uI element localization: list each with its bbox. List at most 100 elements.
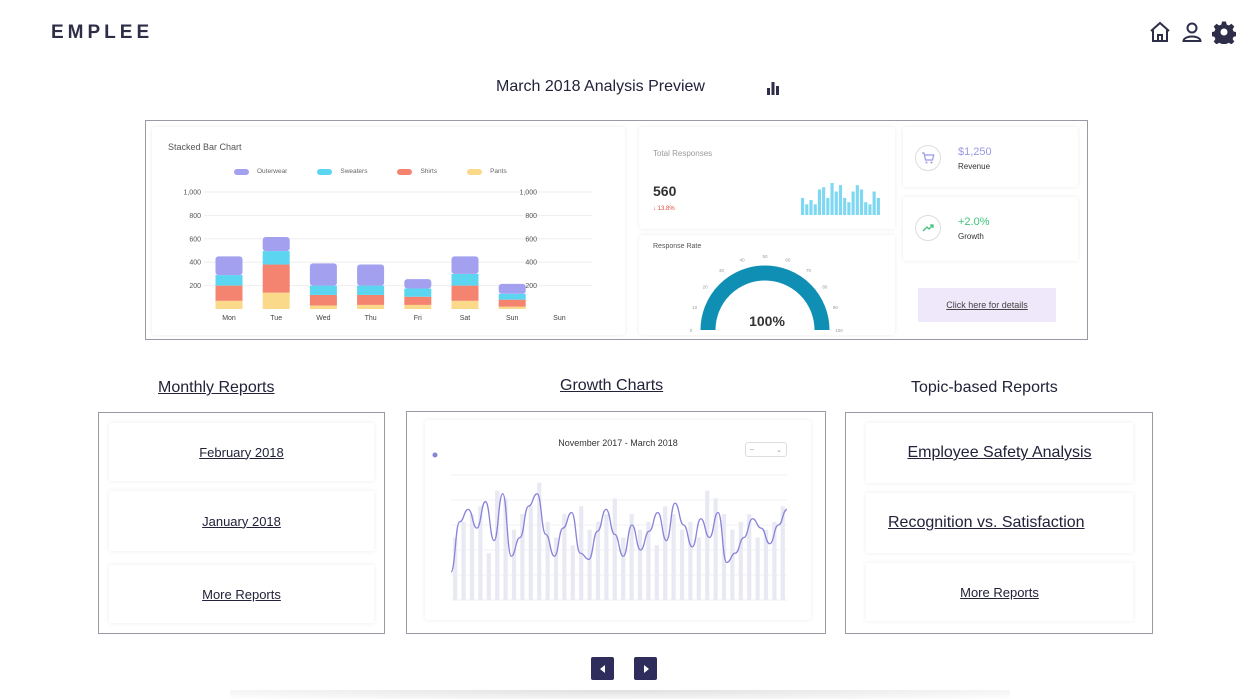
- bar-segment: [262, 237, 290, 252]
- y-tick-label: 600: [189, 236, 201, 243]
- spark-bar: [859, 189, 864, 215]
- growth-charts-panel: November 2017 - March 2018 – ⌄: [406, 411, 826, 634]
- y-tick-label: 200: [189, 283, 201, 290]
- spark-bar: [868, 204, 872, 215]
- growth-bar: [696, 537, 701, 600]
- gauge-tick-label: 30: [719, 268, 725, 273]
- user-icon[interactable]: [1180, 20, 1204, 44]
- growth-bar: [453, 537, 458, 600]
- delta-value: 13.8%: [657, 206, 675, 212]
- x-tick-label: Wed: [316, 315, 330, 322]
- prev-button[interactable]: [591, 657, 614, 680]
- spark-bar: [817, 189, 821, 215]
- spark-bar: [838, 185, 843, 215]
- growth-bar: [730, 529, 735, 600]
- monthly-reports-title[interactable]: Monthly Reports: [158, 379, 275, 396]
- growth-bar: [747, 514, 752, 600]
- spark-bar: [834, 191, 838, 215]
- gauge-tick-label: 100: [835, 328, 843, 333]
- topic-report-item[interactable]: Employee Safety Analysis: [866, 423, 1133, 483]
- bar-segment: [357, 285, 385, 295]
- gear-icon[interactable]: [1212, 20, 1236, 44]
- stacked-bar-chart: 1,000 1,000 800 800 600 600 400 400 200 200 Mon Tue…: [183, 190, 592, 322]
- bar-segment: [451, 273, 479, 286]
- chart-legend: Outerwear Sweaters Shirts Pants: [234, 168, 529, 175]
- topic-report-item[interactable]: Recognition vs. Satisfaction: [866, 493, 1133, 553]
- home-icon[interactable]: [1148, 20, 1172, 44]
- y-tick-label: 400: [189, 260, 201, 267]
- legend-item[interactable]: Outerwear: [234, 168, 287, 175]
- bar-segment: [262, 264, 290, 293]
- y-tick-label-right: 800: [525, 213, 537, 220]
- bar-segment: [215, 256, 243, 276]
- growth-bar: [553, 537, 559, 600]
- growth-bar: [595, 521, 601, 600]
- caret-right-icon: [643, 664, 649, 673]
- spark-bar: [872, 191, 876, 215]
- total-responses-card: Total Responses 560 ↓ 13.8%: [639, 127, 895, 229]
- spark-bar: [851, 191, 855, 215]
- bar-segment: [262, 251, 290, 265]
- bar-segment: [404, 304, 432, 309]
- growth-bar: [688, 521, 693, 600]
- total-responses-label: Total Responses: [653, 149, 713, 158]
- gauge-tick-label: 50: [762, 254, 768, 259]
- monthly-report-item[interactable]: January 2018: [109, 491, 374, 551]
- legend-item[interactable]: Pants: [467, 168, 507, 175]
- bar-segment: [451, 300, 479, 309]
- bar-segment: [309, 263, 337, 286]
- bar-segment: [404, 296, 432, 305]
- legend-item[interactable]: Sweaters: [317, 168, 367, 175]
- gauge-tick-label: 90: [833, 305, 839, 310]
- growth-bar: [503, 498, 508, 600]
- chevron-down-icon: ⌄: [776, 446, 782, 454]
- spark-bar: [864, 202, 868, 215]
- next-button[interactable]: [634, 657, 657, 680]
- caret-left-icon: [599, 664, 605, 673]
- bar-chart-icon[interactable]: [765, 80, 781, 96]
- legend-item[interactable]: Shirts: [397, 168, 437, 175]
- bar-segment: [498, 293, 526, 300]
- stacked-bar-card: Stacked Bar Chart Outerwear Sweaters Shirt…: [152, 127, 625, 335]
- growth-bar: [495, 490, 500, 600]
- gauge-tick-label: 80: [822, 285, 828, 290]
- growth-bar: [612, 498, 617, 600]
- legend-swatch: [234, 168, 249, 175]
- bar-segment: [498, 306, 526, 309]
- growth-bar: [755, 537, 760, 600]
- growth-label: Growth: [958, 232, 984, 241]
- growth-bar: [469, 514, 475, 600]
- spark-bar: [847, 202, 851, 215]
- growth-value: +2.0%: [958, 216, 990, 228]
- response-rate-label: Response Rate: [653, 243, 702, 250]
- legend-label: Pants: [490, 168, 507, 175]
- y-tick-label: 800: [189, 213, 201, 220]
- growth-charts-title[interactable]: Growth Charts: [560, 377, 664, 394]
- spark-bar: [826, 197, 830, 215]
- chart-title: Stacked Bar Chart: [168, 142, 242, 152]
- range-select[interactable]: – ⌄: [745, 442, 787, 457]
- arrow-down-icon: ↓: [653, 206, 656, 212]
- gauge-tick-label: 20: [703, 285, 709, 290]
- growth-bar: [621, 537, 626, 600]
- growth-bar: [713, 498, 718, 600]
- spark-bar: [822, 187, 826, 215]
- gauge-tick-label: 10: [692, 305, 698, 310]
- legend-label: Outerwear: [257, 168, 288, 175]
- gauge-tick-label: 0: [690, 328, 693, 333]
- y-tick-label-right: 400: [525, 260, 537, 267]
- bar-segment: [498, 283, 526, 294]
- bar-segment: [215, 300, 243, 309]
- more-reports-link[interactable]: More Reports: [109, 565, 374, 623]
- revenue-card: $1,250 Revenue: [903, 127, 1078, 187]
- growth-bar: [780, 506, 785, 600]
- details-button[interactable]: Click here for details: [918, 288, 1056, 322]
- growth-bar: [654, 545, 659, 600]
- monthly-report-item[interactable]: February 2018: [109, 423, 374, 481]
- y-tick-label-right: 1,000: [519, 190, 537, 197]
- spark-bar: [801, 197, 805, 215]
- more-reports-link[interactable]: More Reports: [866, 563, 1133, 621]
- growth-bar: [738, 521, 743, 600]
- select-value: –: [750, 446, 754, 453]
- monthly-reports-panel: February 2018 January 2018 More Reports: [98, 412, 385, 634]
